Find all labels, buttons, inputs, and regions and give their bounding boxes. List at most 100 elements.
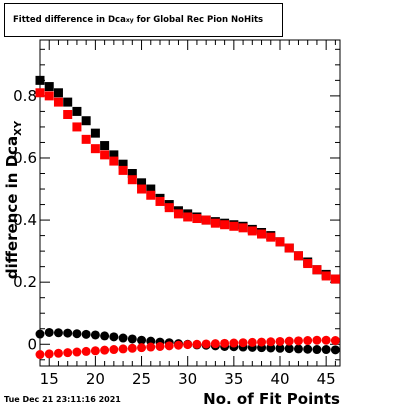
data-point-series-4 bbox=[35, 350, 45, 360]
data-point-series-4 bbox=[90, 346, 100, 356]
data-point-series-3 bbox=[137, 335, 147, 345]
x-tick-label: 20 bbox=[86, 370, 105, 388]
data-point-series-4 bbox=[63, 348, 73, 358]
data-point-series-3 bbox=[284, 344, 294, 354]
data-point-series-2 bbox=[100, 150, 110, 160]
x-axis-title: No. of Fit Points bbox=[203, 390, 340, 408]
data-point-series-4 bbox=[303, 336, 313, 346]
data-point-series-4 bbox=[183, 340, 193, 350]
chart-title-rest: for Global Rec Pion NoHits bbox=[133, 15, 264, 25]
data-point-series-4 bbox=[330, 336, 340, 346]
data-point-series-3 bbox=[303, 344, 313, 354]
data-point-series-4 bbox=[220, 338, 230, 348]
data-point-series-3 bbox=[81, 329, 91, 339]
data-point-series-1 bbox=[118, 159, 128, 169]
data-point-series-4 bbox=[247, 337, 257, 347]
data-point-series-1 bbox=[81, 116, 91, 126]
data-point-series-4 bbox=[81, 346, 91, 356]
data-point-series-2 bbox=[53, 97, 63, 107]
data-point-series-2 bbox=[210, 218, 220, 228]
data-point-series-3 bbox=[293, 344, 303, 354]
data-point-series-3 bbox=[109, 332, 119, 342]
data-point-series-4 bbox=[284, 336, 294, 346]
data-point-series-4 bbox=[118, 344, 128, 354]
data-point-series-2 bbox=[321, 271, 331, 281]
data-point-series-2 bbox=[330, 274, 340, 284]
data-point-series-2 bbox=[173, 209, 183, 219]
data-point-series-4 bbox=[164, 341, 174, 351]
data-point-series-1 bbox=[137, 178, 147, 188]
data-point-series-4 bbox=[155, 341, 165, 351]
y-axis: 0 0.2 0.4 0.6 0.8 bbox=[13, 48, 340, 361]
data-point-series-4 bbox=[53, 348, 63, 358]
data-point-series-4 bbox=[192, 339, 202, 349]
data-point-series-4 bbox=[275, 336, 285, 346]
data-point-series-3 bbox=[127, 334, 137, 344]
data-point-series-2 bbox=[183, 212, 193, 222]
data-point-series-4 bbox=[127, 343, 137, 353]
x-tick-label: 15 bbox=[40, 370, 59, 388]
data-point-series-4 bbox=[321, 335, 331, 345]
data-point-series-3 bbox=[330, 345, 340, 355]
data-point-series-3 bbox=[35, 329, 45, 339]
data-point-series-4 bbox=[210, 339, 220, 349]
data-point-series-4 bbox=[229, 338, 239, 348]
data-point-series-2 bbox=[229, 221, 239, 231]
data-point-series-4 bbox=[72, 347, 82, 357]
data-point-series-2 bbox=[312, 265, 322, 275]
data-point-series-2 bbox=[293, 251, 303, 261]
data-point-series-2 bbox=[266, 232, 276, 242]
data-point-series-2 bbox=[303, 259, 313, 269]
x-tick-label: 40 bbox=[270, 370, 289, 388]
timestamp: Tue Dec 21 23:11:16 2021 bbox=[4, 395, 121, 404]
data-point-series-3 bbox=[118, 333, 128, 343]
data-point-series-2 bbox=[44, 91, 54, 101]
data-point-series-4 bbox=[257, 337, 267, 347]
y-axis-title-main: difference in Dca bbox=[3, 136, 21, 279]
data-point-series-2 bbox=[81, 134, 91, 144]
data-point-series-4 bbox=[238, 338, 248, 348]
data-point-series-1 bbox=[35, 75, 45, 85]
data-point-series-2 bbox=[192, 214, 202, 224]
y-axis-title-sub: XY bbox=[13, 120, 24, 136]
data-point-series-2 bbox=[201, 215, 211, 225]
chart-title-main: Fitted difference in Dca bbox=[13, 15, 126, 25]
data-point-series-2 bbox=[72, 122, 82, 132]
y-tick-label: 0.8 bbox=[13, 87, 37, 105]
data-point-series-3 bbox=[275, 343, 285, 353]
x-tick-label: 30 bbox=[178, 370, 197, 388]
data-point-series-1 bbox=[53, 88, 63, 98]
data-point-series-4 bbox=[266, 337, 276, 347]
x-tick-label: 45 bbox=[317, 370, 336, 388]
data-point-series-4 bbox=[293, 336, 303, 346]
data-point-series-1 bbox=[109, 150, 119, 160]
data-point-series-1 bbox=[63, 97, 73, 107]
data-point-series-4 bbox=[137, 343, 147, 353]
data-point-series-2 bbox=[284, 243, 294, 253]
data-point-series-3 bbox=[63, 328, 73, 338]
data-point-series-2 bbox=[146, 190, 156, 200]
x-tick-label: 25 bbox=[132, 370, 151, 388]
data-point-series-4 bbox=[173, 340, 183, 350]
data-point-series-1 bbox=[127, 169, 137, 179]
data-point-series-1 bbox=[100, 141, 110, 151]
data-point-series-2 bbox=[164, 203, 174, 213]
data-point-series-3 bbox=[90, 330, 100, 340]
data-point-series-2 bbox=[63, 110, 73, 120]
data-point-series-2 bbox=[118, 165, 128, 175]
data-point-series-2 bbox=[137, 184, 147, 194]
data-point-series-3 bbox=[53, 328, 63, 338]
data-point-series-2 bbox=[220, 220, 230, 230]
chart-title-sub: xy bbox=[125, 16, 134, 24]
data-point-series-2 bbox=[275, 237, 285, 247]
data-point-series-1 bbox=[72, 106, 82, 116]
data-point-series-4 bbox=[312, 335, 322, 345]
data-point-series-4 bbox=[146, 342, 156, 352]
data-point-series-3 bbox=[266, 343, 276, 353]
y-tick-label: 0 bbox=[27, 335, 37, 353]
data-point-series-3 bbox=[312, 345, 322, 355]
data-point-series-1 bbox=[146, 184, 156, 194]
data-point-series-2 bbox=[257, 229, 267, 239]
data-point-series-1 bbox=[90, 128, 100, 138]
